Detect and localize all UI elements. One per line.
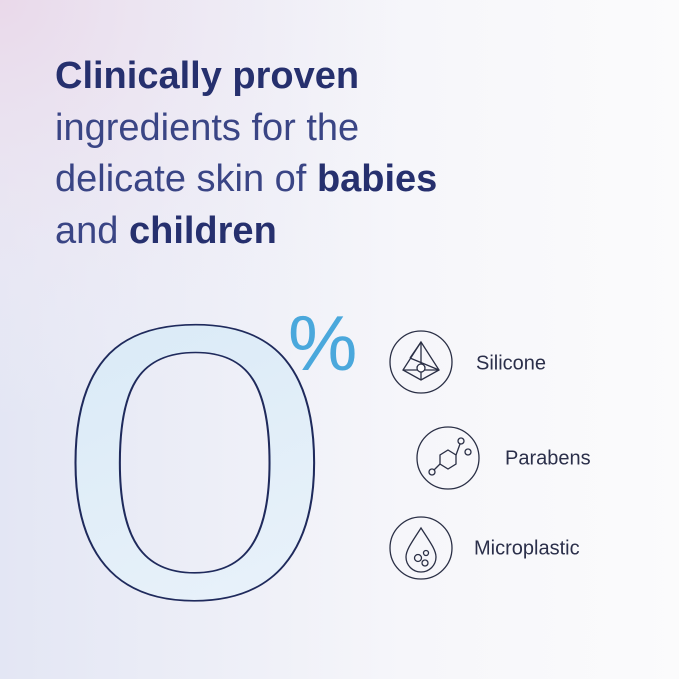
headline-line: Clinically proven — [55, 55, 359, 97]
bold-text: children — [129, 210, 277, 252]
big-number: 0 — [56, 244, 334, 679]
icon-microplastic — [389, 516, 453, 580]
text: ingredients for the — [55, 107, 359, 149]
item-label: Parabens — [505, 447, 591, 469]
item-label: Silicone — [476, 352, 546, 374]
headline: Clinically proven ingredients for the de… — [55, 55, 437, 252]
icon-silicone — [389, 330, 453, 394]
icon-parabens — [416, 426, 480, 490]
text: and — [55, 210, 118, 252]
headline-line: ingredients for the — [55, 107, 359, 149]
headline-line: and children — [55, 210, 277, 252]
item-label: Microplastic — [474, 537, 580, 559]
headline-line: delicate skin of babies — [55, 158, 437, 200]
percent-sign: % — [288, 299, 357, 387]
text: delicate skin of — [55, 158, 307, 200]
bold-text: Clinically proven — [55, 55, 359, 97]
bold-text: babies — [317, 158, 437, 200]
